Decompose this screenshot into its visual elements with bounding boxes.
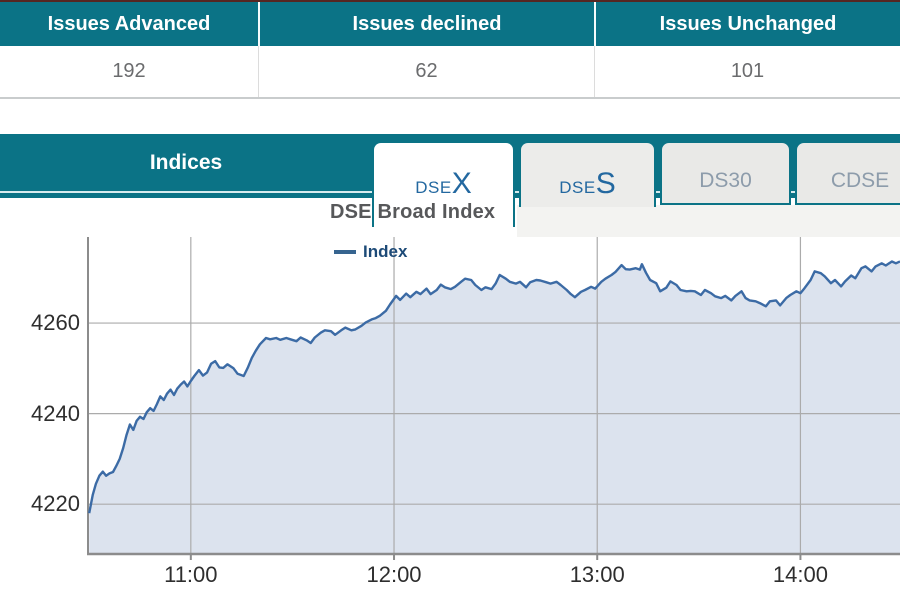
index-area-chart [87, 237, 900, 560]
legend-line-swatch [334, 250, 356, 254]
area-fill [89, 261, 900, 554]
issues-declined-header: Issues declined [258, 2, 594, 46]
tab-cdse[interactable]: CDSE [795, 141, 900, 205]
tab-dses[interactable]: DSE S [519, 141, 656, 207]
tab-ds30-label: DS30 [699, 169, 752, 192]
issues-unchanged-value: 101 [594, 46, 900, 97]
tab-strip-background [517, 205, 900, 237]
y-axis-label: 4220 [31, 491, 80, 517]
summary-header-row: Issues Advanced Issues declined Issues U… [0, 2, 900, 46]
chart-legend: Index [334, 242, 407, 262]
x-axis-label: 11:00 [164, 562, 218, 587]
market-summary-table: Issues Advanced Issues declined Issues U… [0, 2, 900, 99]
issues-declined-value: 62 [258, 46, 594, 97]
issues-unchanged-header: Issues Unchanged [594, 2, 900, 46]
index-line [88, 260, 900, 514]
x-axis-label: 13:00 [569, 562, 625, 587]
tab-ds30[interactable]: DS30 [660, 141, 791, 205]
tab-dses-letter: S [595, 167, 616, 200]
y-axis-label: 4240 [31, 400, 80, 426]
tab-cdse-label: CDSE [830, 169, 890, 192]
top-border-line [0, 0, 900, 2]
x-axis-label: 14:00 [772, 562, 828, 587]
summary-value-row: 192 62 101 [0, 46, 900, 99]
tab-dsex[interactable]: DSE X [372, 141, 515, 227]
x-axis-label: 12:00 [366, 562, 422, 587]
tab-dsex-letter: X [451, 167, 472, 200]
issues-advanced-value: 192 [112, 60, 146, 82]
y-axis-label: 4260 [31, 310, 80, 336]
tab-dses-prefix: DSE [559, 178, 596, 197]
tab-dsex-prefix: DSE [415, 178, 452, 197]
legend-label: Index [363, 242, 408, 261]
issues-advanced-header: Issues Advanced [47, 12, 211, 35]
indices-title: Indices [149, 150, 223, 174]
chart-title: DSE Broad Index [330, 201, 496, 223]
